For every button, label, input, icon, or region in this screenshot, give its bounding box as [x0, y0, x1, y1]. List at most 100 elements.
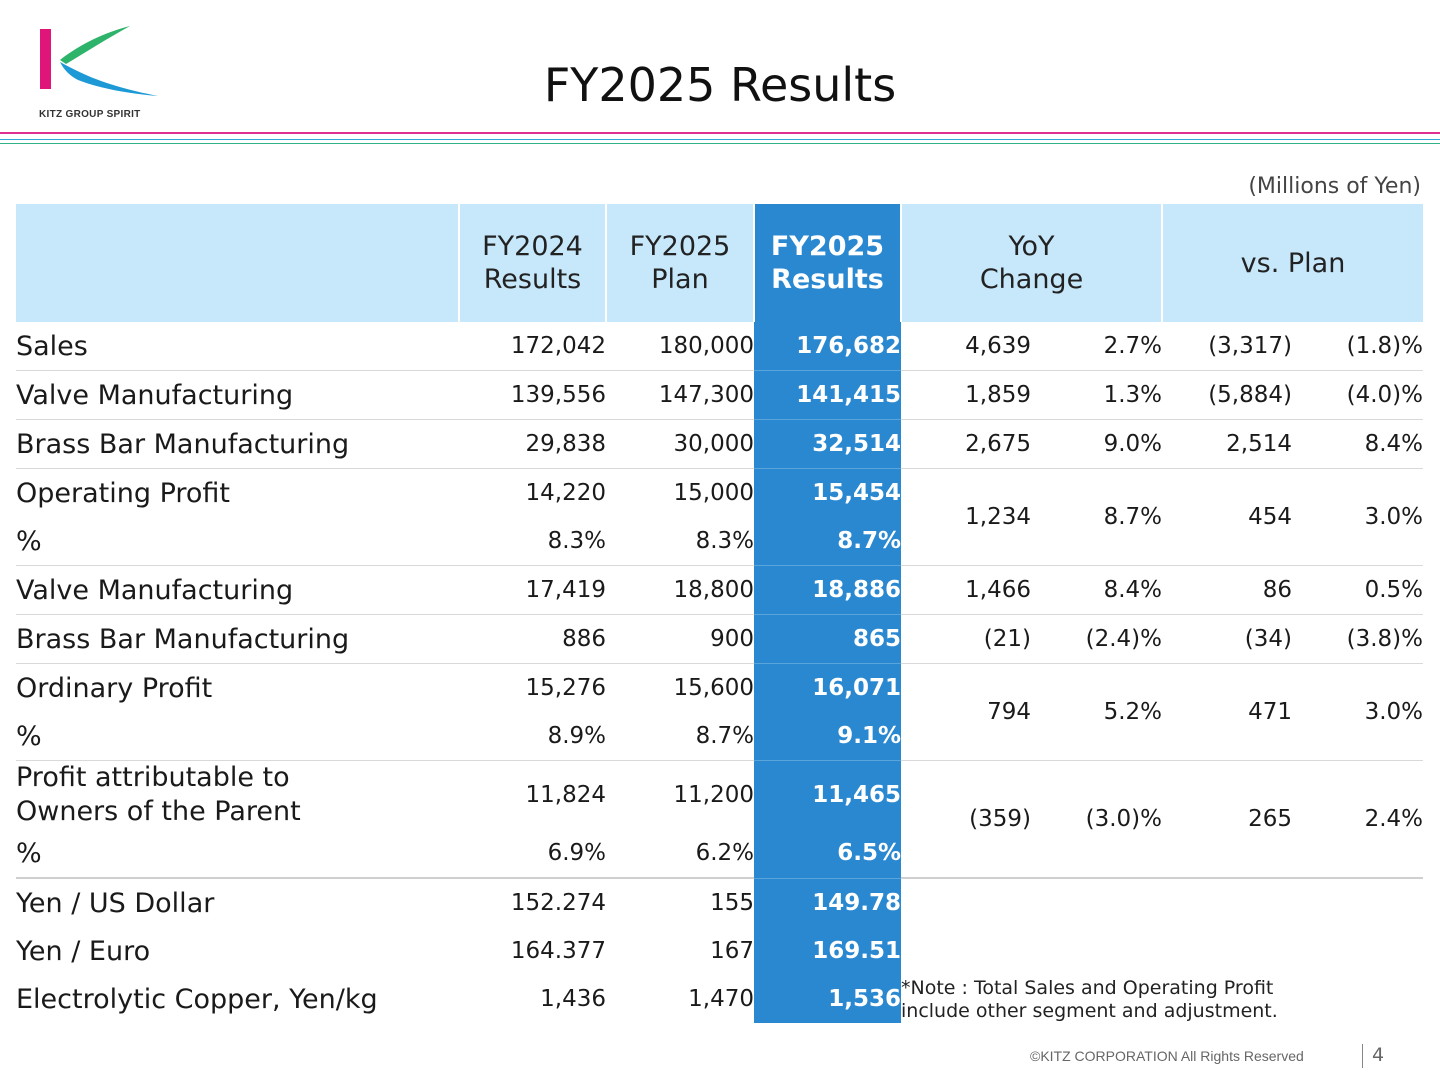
header-rule-magenta — [0, 132, 1440, 134]
cell-fy2024: 886 — [459, 614, 606, 664]
cell-vs-pct: 2.4% — [1292, 760, 1423, 879]
cell-fy2024: 164.377 — [510, 938, 606, 964]
cell-yoy-pct: 2.7% — [1031, 322, 1162, 371]
row-label: Yen / US Dollar — [16, 887, 215, 919]
col-yoy-line2: Change — [979, 264, 1084, 295]
row-label-line1: Profit attributable to — [16, 762, 290, 793]
col-results-line1: FY2025 — [770, 231, 885, 262]
header-rule-blue — [0, 139, 1440, 140]
cell-yoy-pct: (3.0)% — [1031, 760, 1162, 879]
cell-results: 15,454 — [754, 468, 901, 517]
cell-vs-pct: 3.0% — [1292, 663, 1423, 761]
cell-yoy: 794 — [901, 663, 1031, 761]
cell-vs-pct: 3.0% — [1292, 468, 1423, 566]
cell-plan: 167 — [710, 938, 754, 964]
cell-yoy-pct: (2.4)% — [1031, 614, 1162, 664]
cell-results: 169.51 — [754, 927, 901, 975]
cell-plan: 900 — [606, 614, 754, 664]
units-label: (Millions of Yen) — [1248, 174, 1421, 199]
cell-results: 176,682 — [754, 322, 901, 371]
row-label-line2: Owners of the Parent — [16, 796, 301, 827]
col-fy2024-line2: Results — [483, 264, 582, 295]
cell-fy2024: 8.9% — [459, 712, 606, 761]
cell-vs: (3,317) — [1162, 322, 1292, 371]
cell-yoy: 1,234 — [901, 468, 1031, 566]
cell-plan: 30,000 — [606, 419, 754, 469]
cell-fy2024: 6.9% — [459, 829, 606, 879]
col-plan-line2: Plan — [651, 264, 709, 295]
cell-plan: 11,200 — [673, 782, 754, 808]
logo-k-stem — [40, 29, 51, 89]
cell-results: 9.1% — [754, 712, 901, 761]
cell-yoy-pct: 1.3% — [1031, 370, 1162, 420]
row-yen-usd: Yen / US Dollar 152.274 155 149.78 *Note… — [16, 878, 1423, 1022]
cell-plan: 180,000 — [606, 322, 754, 371]
cell-plan: 8.3% — [606, 517, 754, 566]
cell-results: 149.78 — [754, 878, 901, 927]
col-fy2024-results: FY2024 Results — [458, 204, 606, 322]
row-yen-euro: Yen / Euro 164.377 167 169.51 — [16, 927, 1423, 975]
cell-plan: 15,000 — [606, 468, 754, 517]
row-ordinary-profit: Ordinary Profit 15,276 15,600 16,071 794… — [16, 663, 1423, 761]
row-label: Brass Bar Manufacturing — [16, 614, 459, 664]
col-fy2024-line1: FY2024 — [482, 231, 583, 262]
cell-fy2024: 11,824 — [525, 782, 606, 808]
row-label: Valve Manufacturing — [16, 370, 459, 420]
cell-yoy: 4,639 — [901, 322, 1031, 371]
cell-plan: 15,600 — [673, 675, 754, 701]
row-label: % — [16, 829, 459, 879]
cell-vs-pct: 0.5% — [1292, 565, 1423, 615]
row-copper: Electrolytic Copper, Yen/kg 1,436 1,470 … — [16, 975, 1423, 1023]
cell-vs-pct: (1.8)% — [1292, 322, 1423, 371]
col-results-line2: Results — [771, 264, 884, 295]
row-ordinary-margin: % 8.9% 8.7% 9.1% — [16, 712, 1423, 761]
copyright: ©KITZ CORPORATION All Rights Reserved — [1030, 1048, 1304, 1064]
cell-plan: 8.7% — [606, 712, 754, 761]
cell-fy2024: 14,220 — [459, 468, 606, 517]
row-op-brass: Brass Bar Manufacturing 886 900 865 (21)… — [16, 614, 1423, 664]
cell-yoy: (359) — [901, 760, 1031, 879]
cell-results: 8.7% — [754, 517, 901, 566]
col-fy2025-results: FY2025 Results — [753, 204, 901, 322]
cell-yoy: 1,859 — [901, 370, 1031, 420]
row-label: Electrolytic Copper, Yen/kg — [16, 983, 378, 1015]
cell-fy2024: 15,276 — [525, 675, 606, 701]
cell-fy2024: 172,042 — [459, 322, 606, 371]
cell-vs-pct: (3.8)% — [1292, 614, 1423, 664]
cell-vs: 86 — [1162, 565, 1292, 615]
row-sales: Sales 172,042 180,000 176,682 4,639 2.7%… — [16, 322, 1423, 371]
row-label: % — [16, 712, 459, 761]
cell-fy2024: 29,838 — [459, 419, 606, 469]
cell-results: 865 — [754, 614, 901, 664]
cell-vs: 2,514 — [1162, 419, 1292, 469]
cell-plan: 155 — [710, 890, 754, 916]
cell-plan: 18,800 — [606, 565, 754, 615]
cell-yoy: 1,466 — [901, 565, 1031, 615]
logo-green-stroke — [60, 26, 130, 64]
row-label: Operating Profit — [16, 468, 459, 517]
row-operating-profit: Operating Profit 14,220 15,000 15,454 1,… — [16, 468, 1423, 566]
cell-results: 11,465 — [754, 760, 901, 829]
cell-fy2024: 139,556 — [459, 370, 606, 420]
cell-fy2024: 17,419 — [459, 565, 606, 615]
cell-results: 141,415 — [754, 370, 901, 420]
row-sales-valve: Valve Manufacturing 139,556 147,300 141,… — [16, 370, 1423, 420]
cell-yoy-pct: 8.7% — [1031, 468, 1162, 566]
row-label: % — [16, 517, 459, 566]
cell-yoy-pct: 8.4% — [1031, 565, 1162, 615]
header-rule-green — [0, 143, 1440, 144]
col-plan-line1: FY2025 — [629, 231, 731, 262]
cell-vs: (5,884) — [1162, 370, 1292, 420]
row-label: Brass Bar Manufacturing — [16, 419, 459, 469]
cell-vs: 454 — [1162, 468, 1292, 566]
cell-vs-pct: 8.4% — [1292, 419, 1423, 469]
cell-results: 32,514 — [754, 419, 901, 469]
header-blank — [16, 204, 459, 322]
col-vs-plan: vs. Plan — [1161, 204, 1423, 322]
row-label: Ordinary Profit — [16, 672, 213, 704]
cell-vs: (34) — [1162, 614, 1292, 664]
row-sales-brass: Brass Bar Manufacturing 29,838 30,000 32… — [16, 419, 1423, 469]
cell-results: 6.5% — [754, 829, 901, 879]
row-label: Valve Manufacturing — [16, 565, 459, 615]
cell-fy2024: 152.274 — [510, 890, 606, 916]
